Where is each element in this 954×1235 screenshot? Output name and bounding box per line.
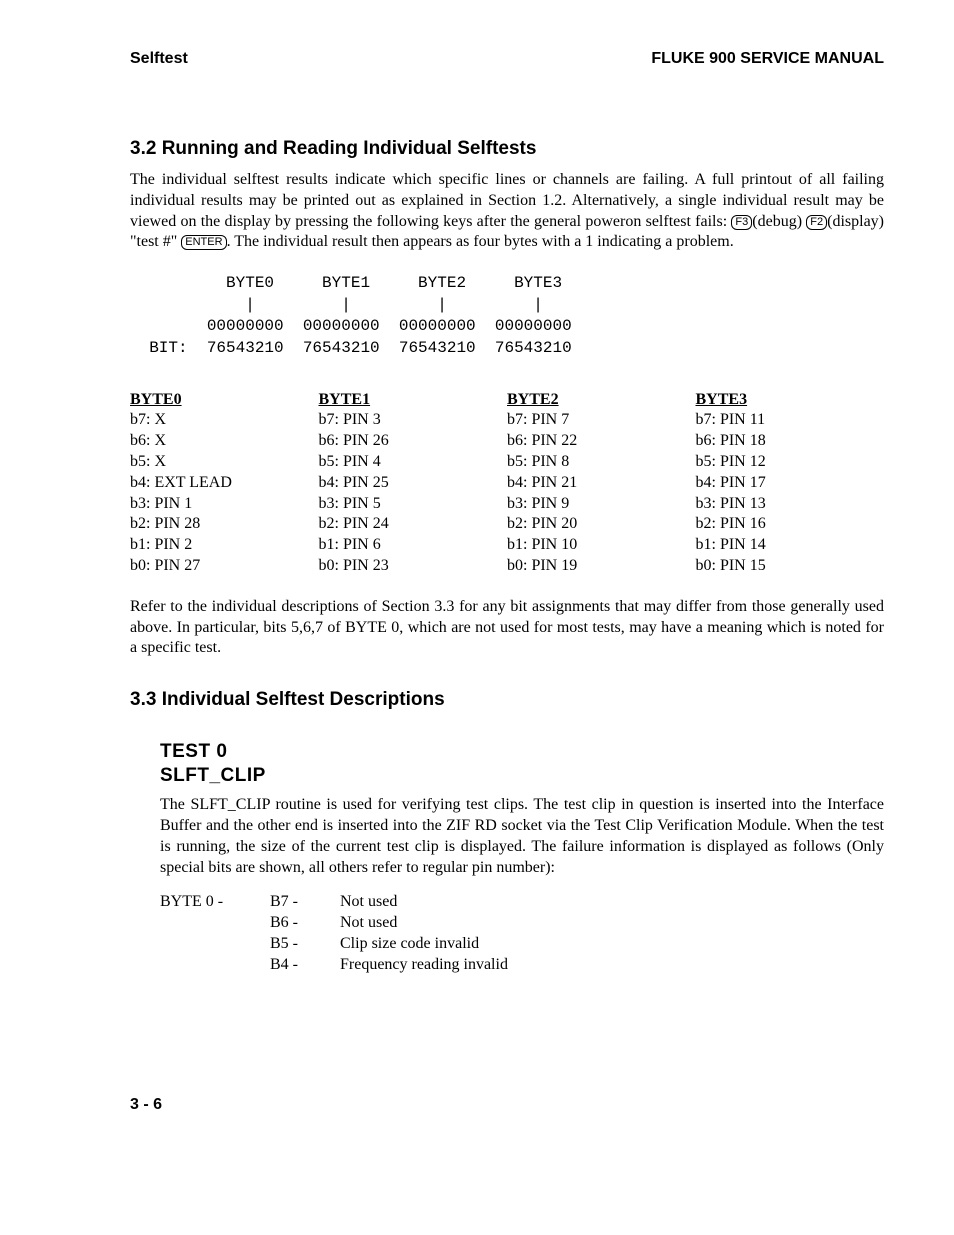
byte-label: BYTE 0 - — [160, 892, 270, 913]
pin-cell: b0: PIN 27 — [130, 556, 313, 577]
section-3-3-heading: 3.3 Individual Selftest Descriptions — [130, 689, 884, 711]
pin-cell: b3: PIN 9 — [507, 494, 690, 515]
pin-col-head: BYTE3 — [696, 390, 879, 411]
header-right: FLUKE 900 SERVICE MANUAL — [651, 50, 884, 68]
pin-cell: b7: PIN 7 — [507, 410, 690, 431]
pin-cell: b2: PIN 28 — [130, 514, 313, 535]
pin-cell: b6: X — [130, 431, 313, 452]
section-3-2-note: Refer to the individual descriptions of … — [130, 597, 884, 659]
pin-cell: b2: PIN 24 — [319, 514, 502, 535]
pin-cell: b5: PIN 8 — [507, 452, 690, 473]
section-3-2-heading: 3.2 Running and Reading Individual Selft… — [130, 138, 884, 160]
pin-cell: b6: PIN 26 — [319, 431, 502, 452]
pin-table: BYTE0 b7: X b6: X b5: X b4: EXT LEAD b3:… — [130, 390, 884, 577]
pin-cell: b7: X — [130, 410, 313, 431]
pin-cell: b1: PIN 2 — [130, 535, 313, 556]
pin-col-byte1: BYTE1 b7: PIN 3 b6: PIN 26 b5: PIN 4 b4:… — [319, 390, 508, 577]
pin-cell: b5: PIN 12 — [696, 452, 879, 473]
pin-cell: b1: PIN 6 — [319, 535, 502, 556]
pin-cell: b6: PIN 18 — [696, 431, 879, 452]
pin-cell: b1: PIN 14 — [696, 535, 879, 556]
byte-label-empty — [160, 955, 270, 976]
pin-col-byte0: BYTE0 b7: X b6: X b5: X b4: EXT LEAD b3:… — [130, 390, 319, 577]
page: Selftest FLUKE 900 SERVICE MANUAL 3.2 Ru… — [0, 0, 954, 1154]
page-number: 3 - 6 — [130, 1096, 884, 1114]
section-3-2-para: The individual selftest results indicate… — [130, 170, 884, 253]
key-f2: F2 — [806, 215, 827, 230]
bit-desc: Not used — [340, 913, 884, 934]
pin-cell: b2: PIN 16 — [696, 514, 879, 535]
bit-label: B4 - — [270, 955, 340, 976]
pin-cell: b7: PIN 11 — [696, 410, 879, 431]
test0-name: SLFT_CLIP — [160, 765, 884, 787]
pin-cell: b7: PIN 3 — [319, 410, 502, 431]
pin-cell: b3: PIN 5 — [319, 494, 502, 515]
pin-cell: b5: X — [130, 452, 313, 473]
pin-cell: b4: EXT LEAD — [130, 473, 313, 494]
bit-row: B6 - Not used — [160, 913, 884, 934]
key-f3-label: (debug) — [752, 213, 806, 230]
bit-desc: Frequency reading invalid — [340, 955, 884, 976]
pin-cell: b6: PIN 22 — [507, 431, 690, 452]
byte-label-empty — [160, 913, 270, 934]
pin-cell: b0: PIN 23 — [319, 556, 502, 577]
test0-number: TEST 0 — [160, 741, 884, 763]
pin-cell: b5: PIN 4 — [319, 452, 502, 473]
key-f3: F3 — [731, 215, 752, 230]
pin-cell: b4: PIN 21 — [507, 473, 690, 494]
pin-cell: b3: PIN 1 — [130, 494, 313, 515]
pin-col-byte2: BYTE2 b7: PIN 7 b6: PIN 22 b5: PIN 8 b4:… — [507, 390, 696, 577]
byte-bit-diagram: BYTE0 BYTE1 BYTE2 BYTE3 | | | | 00000000… — [130, 273, 884, 359]
pin-cell: b0: PIN 19 — [507, 556, 690, 577]
para-post: . The individual result then appears as … — [227, 233, 734, 250]
key-enter: ENTER — [181, 235, 226, 250]
pin-col-byte3: BYTE3 b7: PIN 11 b6: PIN 18 b5: PIN 12 b… — [696, 390, 885, 577]
bit-label: B7 - — [270, 892, 340, 913]
pin-cell: b3: PIN 13 — [696, 494, 879, 515]
bit-desc: Clip size code invalid — [340, 934, 884, 955]
pin-cell: b4: PIN 25 — [319, 473, 502, 494]
bit-row: B4 - Frequency reading invalid — [160, 955, 884, 976]
header-left: Selftest — [130, 50, 188, 68]
pin-cell: b2: PIN 20 — [507, 514, 690, 535]
pin-cell: b1: PIN 10 — [507, 535, 690, 556]
bit-row: B5 - Clip size code invalid — [160, 934, 884, 955]
bit-desc: Not used — [340, 892, 884, 913]
byte0-bit-defs: BYTE 0 - B7 - Not used B6 - Not used B5 … — [160, 892, 884, 975]
pin-col-head: BYTE2 — [507, 390, 690, 411]
pin-col-head: BYTE1 — [319, 390, 502, 411]
bit-row: BYTE 0 - B7 - Not used — [160, 892, 884, 913]
page-header: Selftest FLUKE 900 SERVICE MANUAL — [130, 50, 884, 68]
pin-cell: b0: PIN 15 — [696, 556, 879, 577]
bit-label: B5 - — [270, 934, 340, 955]
pin-cell: b4: PIN 17 — [696, 473, 879, 494]
byte-label-empty — [160, 934, 270, 955]
bit-label: B6 - — [270, 913, 340, 934]
test0-para: The SLFT_CLIP routine is used for verify… — [160, 795, 884, 878]
pin-col-head: BYTE0 — [130, 390, 313, 411]
